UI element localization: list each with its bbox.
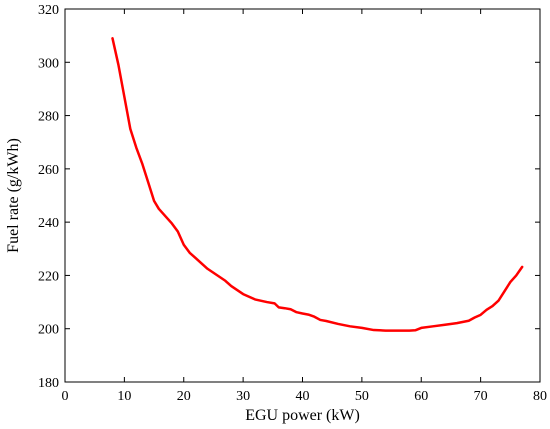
y-tick-label: 280 bbox=[38, 110, 59, 125]
x-tick-label: 70 bbox=[474, 389, 488, 404]
y-tick-label: 320 bbox=[38, 3, 59, 18]
y-tick-label: 300 bbox=[38, 56, 59, 71]
x-axis-title: EGU power (kW) bbox=[245, 407, 360, 424]
x-tick-label: 20 bbox=[177, 389, 191, 404]
x-tick-label: 0 bbox=[62, 389, 69, 404]
y-tick-label: 180 bbox=[38, 376, 59, 391]
y-tick-label: 260 bbox=[38, 163, 59, 178]
plot-area-frame bbox=[64, 8, 541, 383]
series-layer bbox=[111, 37, 524, 332]
x-tick-label: 50 bbox=[355, 389, 369, 404]
y-tick-label: 220 bbox=[38, 269, 59, 284]
x-tick-label: 80 bbox=[533, 389, 547, 404]
ticks-layer: 0 10 20 30 40 50 60 70 80 180 200 220 240 260 280 300 32… bbox=[38, 3, 547, 404]
x-tick-label: 10 bbox=[117, 389, 131, 404]
y-tick-label: 200 bbox=[38, 323, 59, 338]
x-tick-label: 30 bbox=[236, 389, 250, 404]
fuel-rate-curve bbox=[111, 37, 524, 332]
y-tick-label: 240 bbox=[38, 216, 59, 231]
x-tick-label: 60 bbox=[414, 389, 428, 404]
x-tick-label: 40 bbox=[296, 389, 310, 404]
y-axis-title: Fuel rate (g/kWh) bbox=[5, 138, 22, 253]
